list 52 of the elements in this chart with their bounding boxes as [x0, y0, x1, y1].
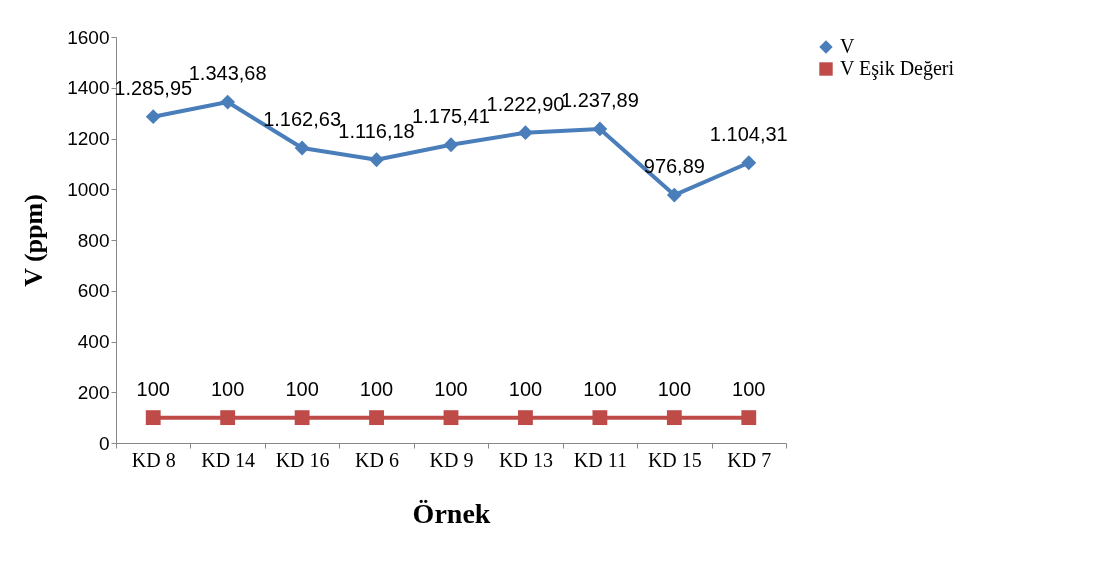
point [220, 94, 236, 110]
x-tick-label: KD 11 [573, 448, 627, 471]
x-tick-label: KD 14 [201, 448, 256, 471]
x-tick-label: KD 13 [499, 448, 553, 471]
point [666, 410, 682, 426]
data-label: 976,89 [643, 155, 705, 178]
x-tick-label: KD 9 [429, 448, 474, 471]
x-tick-label: KD 8 [131, 448, 176, 471]
point [741, 410, 757, 426]
data-label: 100 [136, 377, 170, 400]
legend-label: V [840, 35, 855, 57]
x-axis-title: Örnek [412, 497, 491, 529]
data-label: 100 [508, 377, 543, 400]
y-tick-label: 1000 [67, 178, 110, 200]
y-tick-label: 1200 [67, 128, 110, 149]
point [592, 121, 608, 137]
point [369, 152, 384, 168]
point [666, 187, 682, 203]
y-tick-label: 1600 [67, 26, 110, 48]
x-tick-label: KD 16 [275, 448, 330, 471]
data-label: 100 [434, 377, 468, 400]
data-label: 100 [359, 377, 394, 400]
y-tick-label: 200 [77, 381, 110, 403]
data-label: 100 [657, 377, 692, 400]
point [741, 155, 757, 171]
point [518, 125, 533, 141]
y-axis-title: V (ppm) [19, 194, 49, 287]
point [443, 410, 459, 426]
point [145, 410, 161, 426]
point [294, 140, 310, 156]
data-label: 1.104,31 [709, 122, 788, 145]
x-tick-label: KD 15 [647, 448, 702, 471]
x-tick-label: KD 7 [727, 448, 772, 471]
data-label: 100 [285, 377, 319, 400]
point [443, 137, 459, 153]
point [145, 109, 161, 125]
point [294, 410, 310, 426]
point [220, 410, 236, 426]
y-tick-label: 1400 [67, 77, 110, 99]
y-tick-label: 0 [98, 432, 110, 454]
point [518, 410, 533, 426]
x-tick-label: KD 6 [355, 448, 399, 471]
y-tick-label: 800 [77, 229, 110, 251]
point [592, 410, 608, 426]
data-label: 100 [732, 377, 766, 400]
point [369, 410, 384, 426]
y-tick-label: 600 [77, 280, 110, 302]
data-label: 100 [210, 377, 245, 400]
y-tick-label: 400 [77, 331, 110, 352]
data-label: 100 [583, 377, 617, 400]
legend-label: V Eşik Değeri [840, 57, 955, 80]
data-label: 1.162,63 [263, 107, 342, 130]
